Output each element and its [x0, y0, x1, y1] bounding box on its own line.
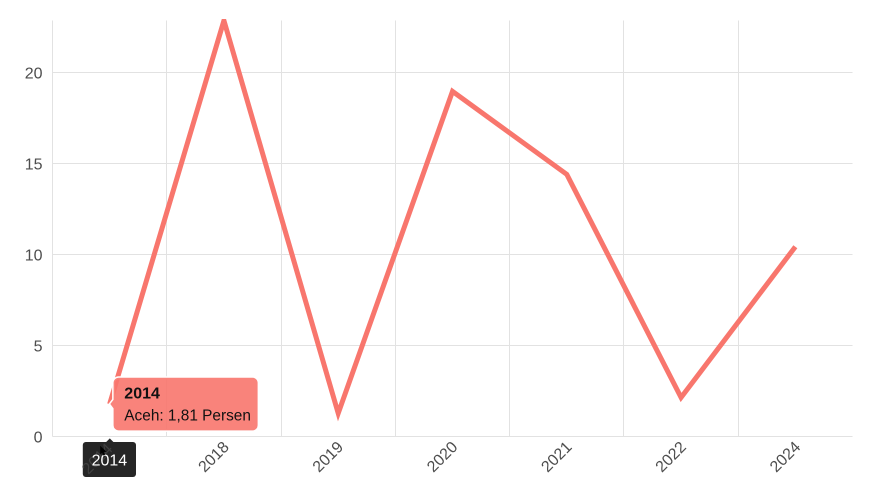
svg-text:15: 15 [25, 157, 43, 174]
svg-text:2024: 2024 [767, 439, 804, 476]
svg-text:Aceh: 1,81 Persen: Aceh: 1,81 Persen [124, 407, 251, 424]
svg-text:5: 5 [34, 339, 43, 356]
svg-text:2020: 2020 [424, 439, 461, 476]
svg-text:10: 10 [25, 248, 43, 265]
svg-text:0: 0 [34, 430, 43, 447]
svg-text:2014: 2014 [92, 453, 128, 470]
svg-text:20: 20 [25, 66, 43, 83]
svg-text:2022: 2022 [653, 439, 690, 476]
svg-text:2018: 2018 [196, 439, 233, 476]
svg-text:2021: 2021 [538, 439, 575, 476]
svg-text:2014: 2014 [124, 386, 160, 403]
svg-text:2019: 2019 [310, 439, 347, 476]
